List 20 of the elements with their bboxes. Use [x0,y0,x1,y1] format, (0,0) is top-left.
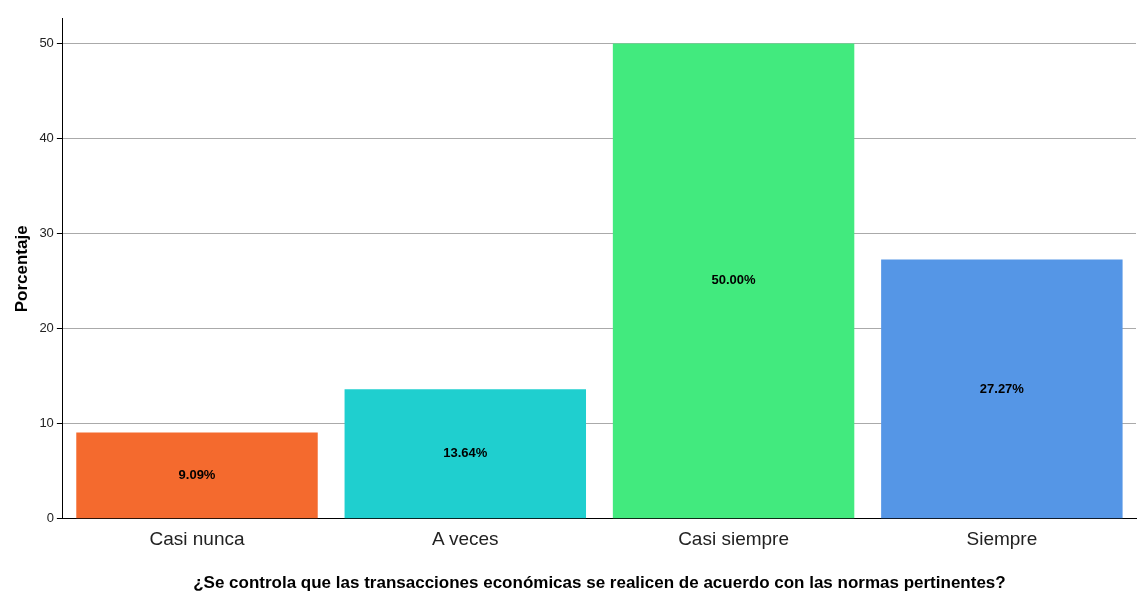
bar [612,43,855,519]
x-tick-label: Casi siempre [678,528,790,550]
y-tick-label: 50 [39,35,54,51]
bar [344,389,587,519]
y-tick-label: 20 [39,320,54,336]
data-label: 13.64% [443,445,488,461]
x-tick-label: Casi nunca [149,528,245,550]
y-tick-label: 0 [46,510,54,526]
y-tick-label: 30 [39,225,54,241]
x-tick-label: A veces [432,528,499,550]
data-label: 9.09% [178,466,216,482]
y-tick-label: 10 [39,415,54,431]
bar [881,259,1123,519]
data-label: 50.00% [711,272,757,288]
bar [76,432,318,519]
data-label: 27.27% [979,380,1025,396]
y-tick-label: 40 [39,130,54,146]
x-tick-label: Siempre [966,528,1038,550]
x-axis-title: ¿Se controla que las transacciones económicas se realicen de acuerdo con las normas pertinentes? [193,573,1006,593]
y-axis-title: Porcentaje [11,225,31,313]
